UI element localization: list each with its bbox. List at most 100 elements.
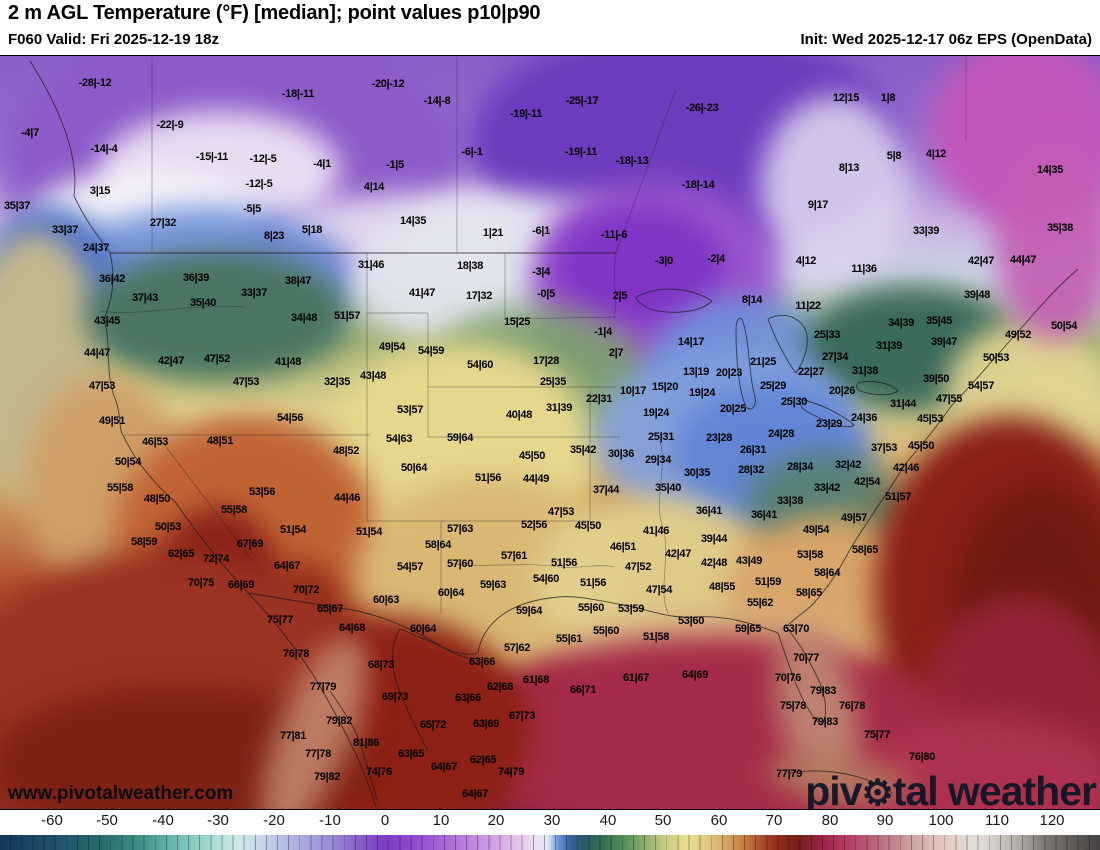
point-value: -11|-6: [600, 229, 628, 241]
point-value: 31|39: [545, 402, 573, 414]
point-value: 53|59: [617, 603, 645, 615]
point-value: 66|69: [227, 579, 255, 591]
point-value: 62|65: [167, 548, 195, 560]
temp-field-blob: [760, 96, 910, 286]
point-value: 8|13: [838, 162, 860, 174]
point-value: 20|26: [828, 385, 856, 397]
point-value: -22|-9: [156, 119, 184, 131]
header: 2 m AGL Temperature (°F) [median]; point…: [0, 0, 1100, 55]
point-value: 4|12: [795, 255, 817, 267]
point-value: 11|36: [851, 263, 877, 275]
point-value: 14|35: [1036, 164, 1064, 176]
point-value: 12|15: [832, 92, 860, 104]
point-value: 42|48: [700, 557, 728, 569]
point-value: 27|34: [821, 351, 849, 363]
point-value: -18|-11: [281, 88, 315, 100]
point-value: 49|52: [1004, 329, 1032, 341]
map-canvas[interactable]: www.pivotalweather.com piv⚙tal weather -…: [0, 55, 1100, 810]
point-value: 25|31: [647, 431, 675, 443]
point-value: 50|54: [114, 456, 142, 468]
point-value: 48|51: [206, 435, 234, 447]
colorbar-tick-label: 40: [599, 812, 617, 829]
point-value: 34|48: [290, 312, 318, 324]
colorbar-tick-label: 80: [821, 812, 839, 829]
point-value: 64|69: [681, 669, 709, 681]
point-value: 53|56: [248, 486, 276, 498]
point-value: 54|59: [417, 345, 445, 357]
point-value: 24|28: [767, 428, 795, 440]
point-value: 50|54: [1050, 320, 1078, 332]
valid-time-label: F060 Valid: Fri 2025-12-19 18z: [8, 31, 219, 48]
point-value: 59|64: [515, 605, 543, 617]
point-value: 21|25: [749, 356, 777, 368]
temp-field-blob: [85, 251, 350, 381]
point-value: 64|67: [461, 788, 489, 800]
point-value: 19|24: [688, 387, 716, 399]
point-value: 74|79: [497, 766, 525, 778]
point-value: 43|49: [735, 555, 763, 567]
point-value: 32|35: [323, 376, 351, 388]
point-value: -12|-5: [249, 153, 277, 165]
point-value: 51|56: [474, 472, 502, 484]
point-value: 50|53: [154, 521, 182, 533]
point-value: 43|48: [359, 370, 387, 382]
point-value: 47|52: [624, 561, 652, 573]
point-value: 11|22: [795, 300, 821, 312]
point-value: 36|41: [750, 509, 778, 521]
point-value: 57|60: [446, 558, 474, 570]
point-value: 35|40: [189, 297, 217, 309]
point-value: 67|69: [236, 538, 264, 550]
point-value: -14|-8: [423, 95, 451, 107]
lake-huron: [767, 315, 808, 374]
colorbar-tick-label: -10: [319, 812, 341, 829]
point-value: 19|24: [642, 407, 670, 419]
point-value: 58|65: [851, 544, 879, 556]
point-value: 57|63: [446, 523, 474, 535]
point-value: 53|60: [677, 615, 705, 627]
point-value: 47|53: [232, 376, 260, 388]
point-value: 46|53: [141, 436, 169, 448]
west-coastline: [29, 60, 377, 808]
point-value: 52|56: [520, 519, 548, 531]
point-value: 63|66: [454, 692, 482, 704]
colorbar-tick-label: 30: [543, 812, 561, 829]
point-value: 4|14: [363, 181, 385, 193]
pivotal-weather-logo: piv⚙tal weather: [805, 768, 1097, 809]
point-value: 55|58: [106, 482, 134, 494]
point-value: 26|31: [739, 444, 767, 456]
point-value: 33|37: [240, 287, 268, 299]
point-value: 70|72: [292, 584, 320, 596]
us-mexico-border: [247, 592, 479, 660]
point-value: -18|-14: [681, 179, 715, 191]
point-value: -19|-11: [564, 146, 598, 158]
colorbar-tick-label: 20: [487, 812, 505, 829]
point-value: 74|76: [365, 766, 393, 778]
point-value: 60|64: [409, 623, 437, 635]
point-value: -6|1: [532, 225, 550, 237]
point-value: 65|72: [419, 719, 447, 731]
point-value: 30|36: [607, 448, 635, 460]
point-value: 22|27: [797, 366, 825, 378]
lake-superior: [635, 288, 713, 313]
point-value: 54|56: [276, 412, 304, 424]
colorbar: [0, 835, 1100, 850]
point-value: 64|67: [273, 560, 301, 572]
init-time-label: Init: Wed 2025-12-17 06z EPS (OpenData): [800, 31, 1092, 48]
point-value: 37|43: [131, 292, 159, 304]
point-value: 47|53: [88, 380, 116, 392]
point-value: 45|53: [916, 413, 944, 425]
point-value: 47|52: [203, 353, 231, 365]
colorbar-tick-label: -50: [96, 812, 118, 829]
point-value: 54|63: [385, 433, 413, 445]
point-value: 35|38: [1046, 222, 1074, 234]
east-coastline: [785, 268, 1079, 628]
point-value: -14|-4: [90, 143, 118, 155]
point-value: 45|50: [574, 520, 602, 532]
point-value: -26|-23: [685, 102, 719, 114]
point-value: 79|83: [811, 716, 839, 728]
point-value: 13|19: [682, 366, 710, 378]
point-value: 17|28: [532, 355, 560, 367]
point-value: 77|78: [304, 748, 332, 760]
point-value: 31|39: [875, 340, 903, 352]
point-value: 53|58: [796, 549, 824, 561]
